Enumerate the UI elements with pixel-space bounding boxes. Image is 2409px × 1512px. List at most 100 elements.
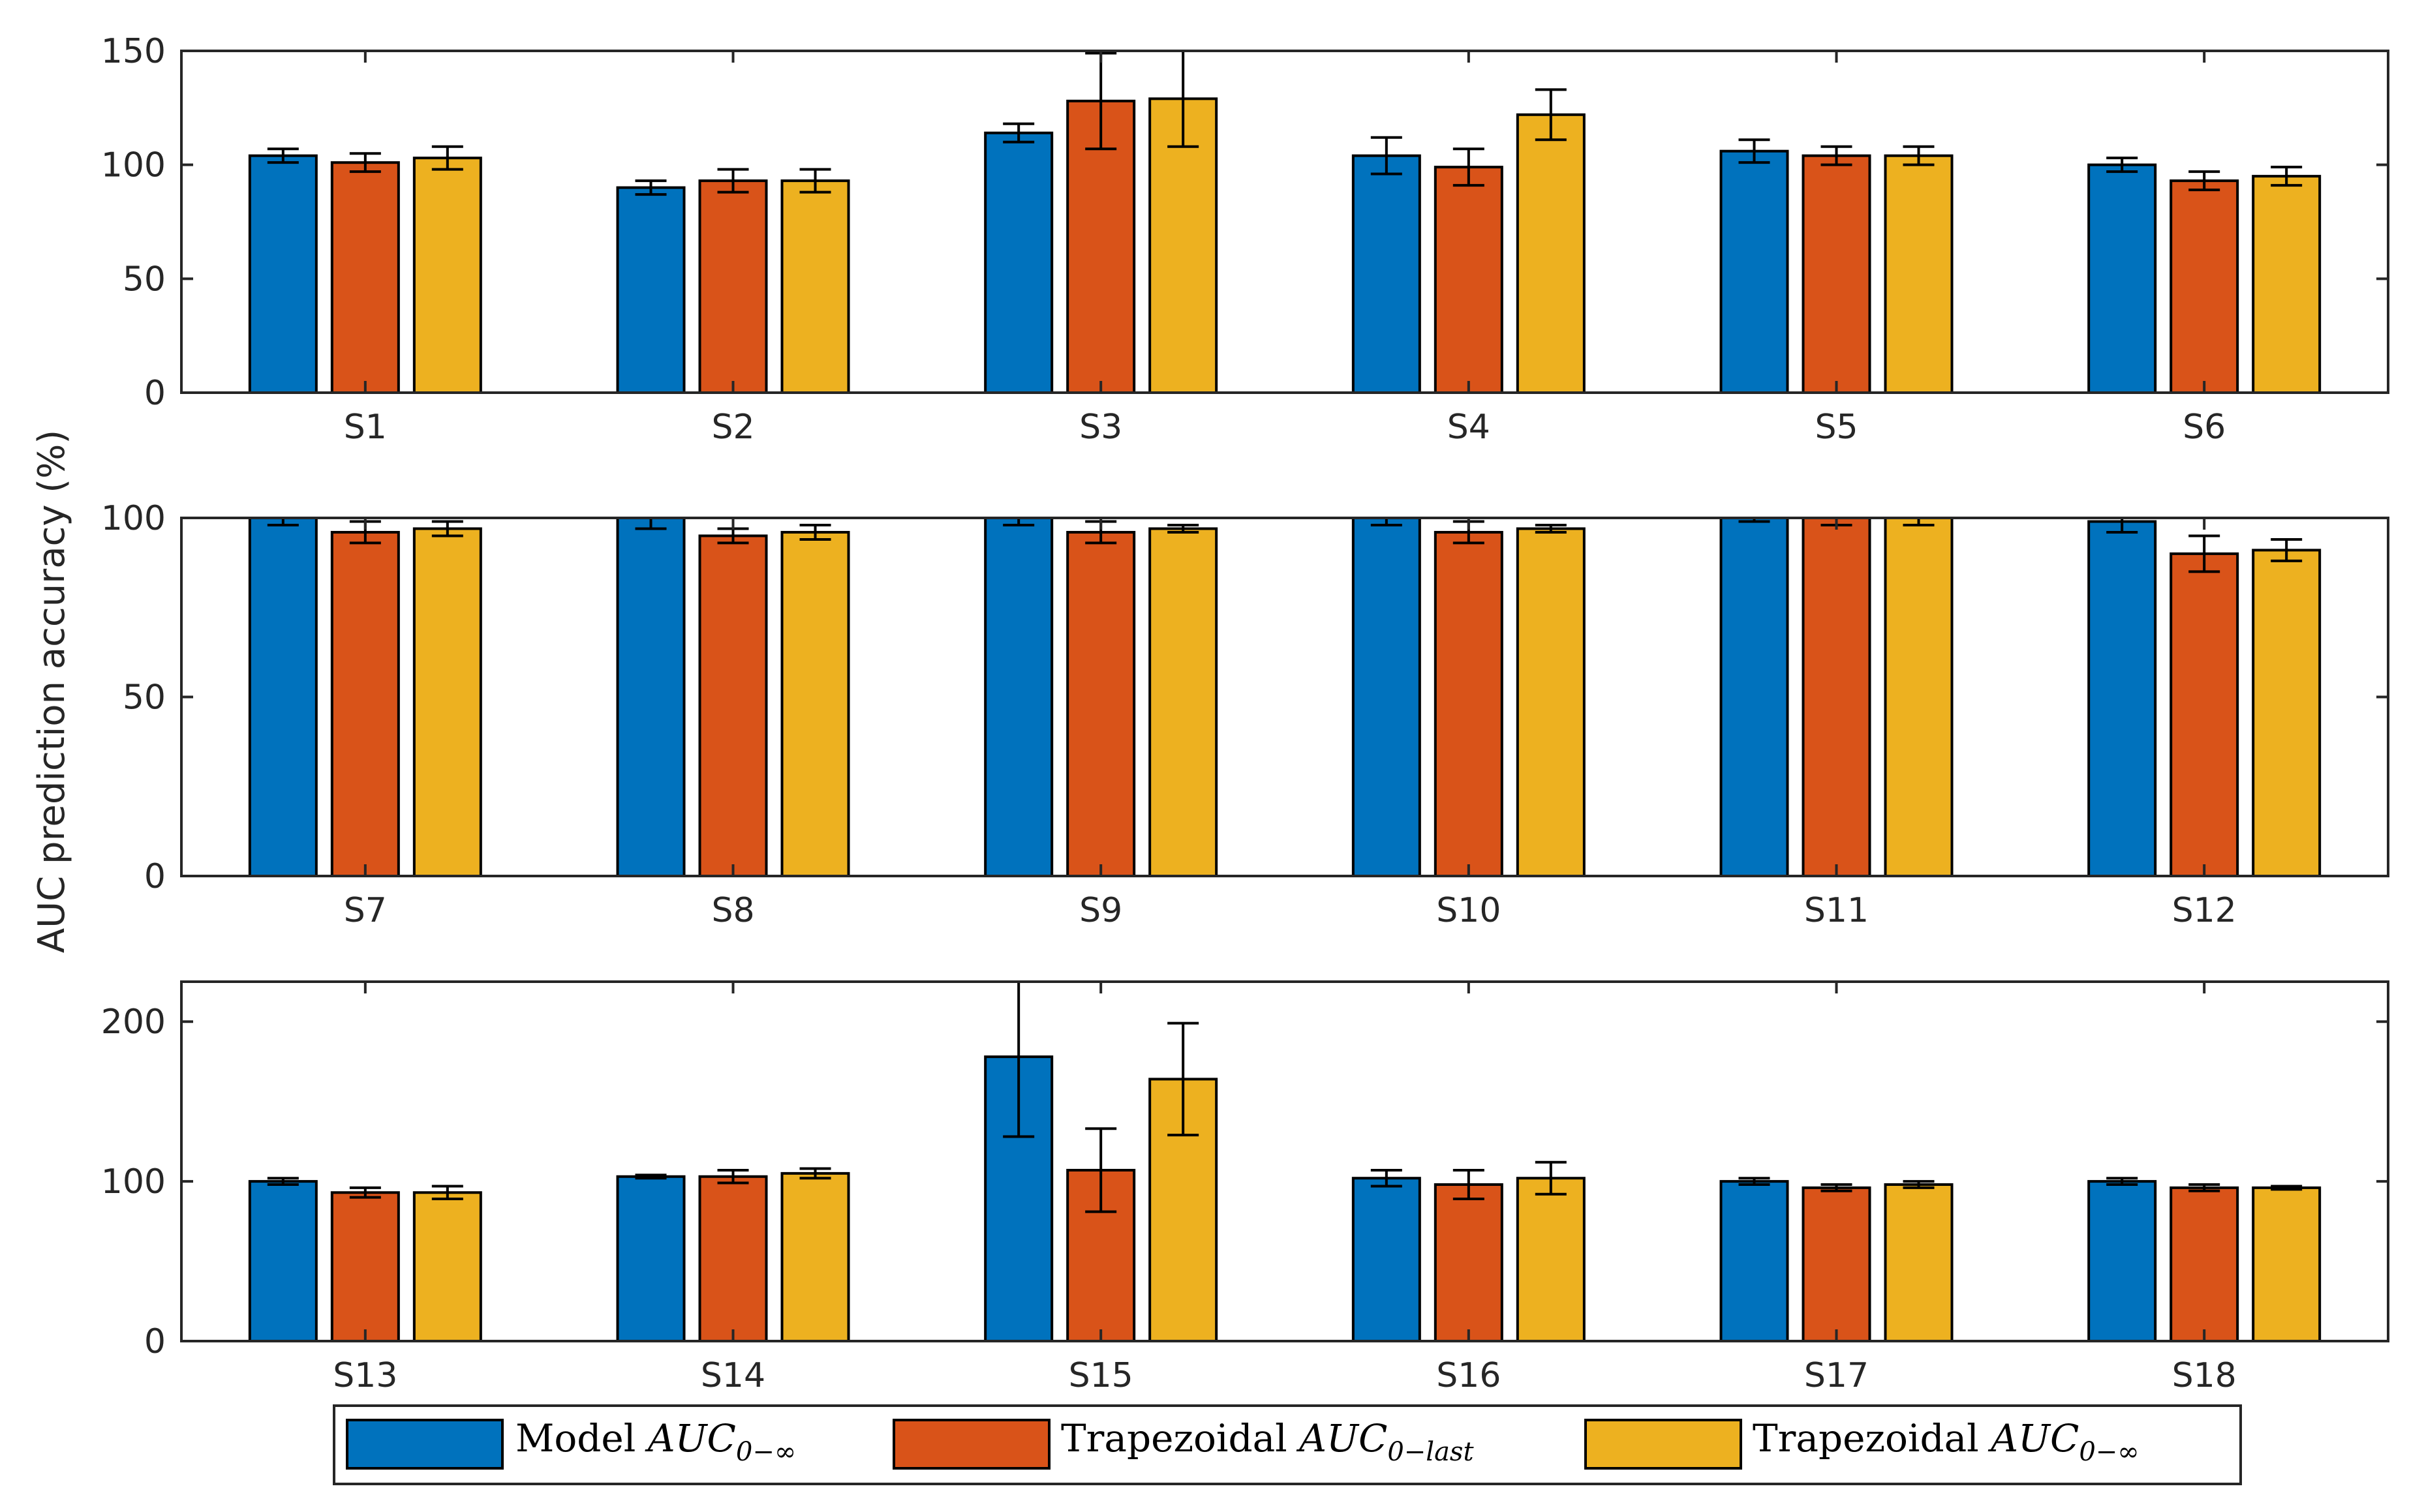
bar-s11-trapezoidal-inf bbox=[1884, 518, 1954, 876]
legend-swatch-trapezoidal-inf bbox=[1584, 1419, 1742, 1470]
bar-s13-trapezoidal-inf bbox=[412, 1191, 482, 1341]
bar-s11-model bbox=[1719, 518, 1789, 876]
bar-s4-trapezoidal-last bbox=[1434, 166, 1503, 393]
bar-s16-model bbox=[1351, 1177, 1421, 1341]
bar-s1-trapezoidal-last bbox=[330, 161, 400, 393]
x-tick-label: S6 bbox=[2183, 408, 2226, 447]
bar-s10-model bbox=[1351, 518, 1421, 876]
bar-s18-model bbox=[2087, 1180, 2157, 1341]
legend-label-trapezoidal-last: Trapezoidal AUC0−last bbox=[1061, 1416, 1474, 1467]
y-tick-label: 200 bbox=[101, 1003, 166, 1042]
bar-s7-trapezoidal-inf bbox=[412, 527, 482, 876]
bar-s12-trapezoidal-inf bbox=[2252, 549, 2322, 876]
bar-s9-model bbox=[984, 518, 1054, 876]
legend-swatch-trapezoidal-last bbox=[893, 1419, 1051, 1470]
bar-s18-trapezoidal-last bbox=[2170, 1186, 2239, 1341]
bars bbox=[248, 982, 2322, 1341]
y-tick-label: 100 bbox=[101, 146, 166, 185]
bar-s10-trapezoidal-inf bbox=[1516, 527, 1586, 876]
bar-s7-model bbox=[248, 518, 318, 876]
bar-s4-trapezoidal-inf bbox=[1516, 113, 1586, 393]
bar-s1-trapezoidal-inf bbox=[412, 157, 482, 393]
y-tick-label: 50 bbox=[123, 678, 166, 718]
bar-s16-trapezoidal-inf bbox=[1516, 1177, 1586, 1341]
bar-s17-model bbox=[1719, 1180, 1789, 1341]
y-tick-label: 0 bbox=[144, 857, 166, 896]
y-tick-label: 50 bbox=[123, 260, 166, 299]
x-tick-label: S12 bbox=[2172, 891, 2237, 930]
bar-s2-trapezoidal-last bbox=[698, 179, 768, 393]
bar-s8-trapezoidal-last bbox=[698, 534, 768, 876]
bar-s7-trapezoidal-last bbox=[330, 530, 400, 876]
legend: Model AUC0−∞ Trapezoidal AUC0−last Trape… bbox=[333, 1404, 2242, 1485]
bar-s11-trapezoidal-last bbox=[1802, 518, 1871, 876]
x-tick-label: S10 bbox=[1436, 891, 1501, 930]
bar-s14-trapezoidal-last bbox=[698, 1175, 768, 1341]
bar-s14-trapezoidal-inf bbox=[780, 1172, 850, 1341]
x-tick-label: S1 bbox=[344, 408, 387, 447]
bar-s12-trapezoidal-last bbox=[2170, 552, 2239, 876]
axes-box bbox=[180, 980, 2389, 1342]
axes-frame bbox=[180, 517, 2389, 877]
x-tick-label: S11 bbox=[1804, 891, 1869, 930]
bar-s3-model bbox=[984, 131, 1054, 393]
panel-middle: 0 50 100 S7 S8 S9 S10 S11 S12 bbox=[101, 499, 2389, 930]
panel-top: 0 50 100 150 S1 S2 S3 S4 S5 S6 bbox=[101, 32, 2389, 447]
bar-s16-trapezoidal-last bbox=[1434, 1183, 1503, 1341]
bar-s8-model bbox=[616, 518, 686, 876]
bar-s1-model bbox=[248, 154, 318, 393]
bar-s4-model bbox=[1351, 154, 1421, 393]
bars bbox=[248, 518, 2322, 876]
x-tick-label: S2 bbox=[711, 408, 754, 447]
bars bbox=[248, 51, 2322, 393]
y-tick-label: 0 bbox=[144, 374, 166, 413]
legend-label-model: Model AUC0−∞ bbox=[515, 1416, 796, 1467]
axes-box bbox=[180, 50, 2389, 394]
x-tick-label: S4 bbox=[1447, 408, 1490, 447]
axes-box bbox=[180, 517, 2389, 877]
bar-s5-model bbox=[1719, 149, 1789, 393]
panel-bottom: 0 100 200 S13 S14 S15 S16 S17 S18 bbox=[101, 980, 2389, 1395]
panels: 0 50 100 150 S1 S2 S3 S4 S5 S6 0 50 100 S7 S8 S9 S10 S11 S… bbox=[101, 32, 2389, 1395]
bar-s2-trapezoidal-inf bbox=[780, 179, 850, 393]
x-tick-label: S5 bbox=[1815, 408, 1858, 447]
bar-s9-trapezoidal-last bbox=[1066, 530, 1136, 876]
bar-s8-trapezoidal-inf bbox=[780, 530, 850, 876]
x-tick-label: S3 bbox=[1079, 408, 1122, 447]
y-tick-label: 100 bbox=[101, 499, 166, 538]
x-tick-label: S9 bbox=[1079, 891, 1122, 930]
legend-swatch-model bbox=[346, 1419, 504, 1470]
bar-s18-trapezoidal-inf bbox=[2252, 1186, 2322, 1341]
bar-s14-model bbox=[616, 1175, 686, 1341]
x-tick-label: S8 bbox=[711, 891, 754, 930]
bar-s9-trapezoidal-inf bbox=[1148, 527, 1218, 876]
y-tick-label: 0 bbox=[144, 1322, 166, 1361]
axes-frame bbox=[180, 980, 2389, 1342]
bar-s17-trapezoidal-inf bbox=[1884, 1183, 1954, 1341]
bar-s17-trapezoidal-last bbox=[1802, 1186, 1871, 1341]
bar-s12-model bbox=[2087, 520, 2157, 876]
y-axis-label: AUC prediction accuracy (%) bbox=[31, 430, 73, 953]
y-tick-label: 150 bbox=[101, 32, 166, 71]
bar-s2-model bbox=[616, 186, 686, 393]
x-tick-label: S17 bbox=[1804, 1356, 1869, 1395]
bar-s13-trapezoidal-last bbox=[330, 1191, 400, 1341]
x-tick-label: S15 bbox=[1069, 1356, 1133, 1395]
x-tick-label: S16 bbox=[1436, 1356, 1501, 1395]
bar-s6-trapezoidal-last bbox=[2170, 179, 2239, 393]
bar-s5-trapezoidal-inf bbox=[1884, 154, 1954, 393]
bar-s10-trapezoidal-last bbox=[1434, 530, 1503, 876]
bar-s5-trapezoidal-last bbox=[1802, 154, 1871, 393]
y-tick-label: 100 bbox=[101, 1162, 166, 1202]
x-tick-label: S7 bbox=[344, 891, 387, 930]
bar-s6-trapezoidal-inf bbox=[2252, 175, 2322, 393]
legend-box bbox=[333, 1404, 2242, 1485]
x-tick-label: S13 bbox=[333, 1356, 397, 1395]
bar-s6-model bbox=[2087, 163, 2157, 393]
bar-s13-model bbox=[248, 1180, 318, 1341]
x-tick-label: S18 bbox=[2172, 1356, 2237, 1395]
legend-label-trapezoidal-inf: Trapezoidal AUC0−∞ bbox=[1753, 1416, 2140, 1467]
x-tick-label: S14 bbox=[701, 1356, 765, 1395]
axes-frame bbox=[180, 50, 2389, 394]
